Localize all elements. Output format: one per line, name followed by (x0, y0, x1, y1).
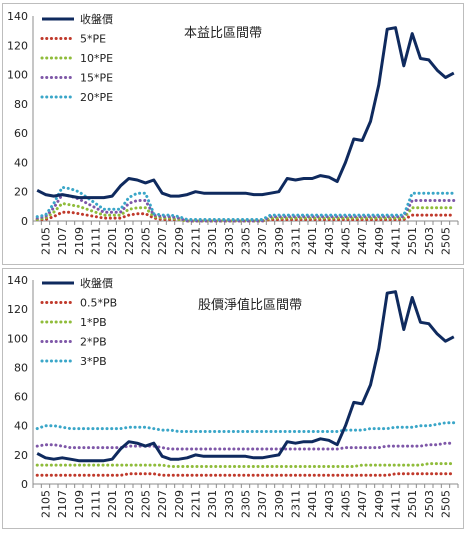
x-tick-label: 2211 (190, 490, 203, 518)
legend-label: 20*PE (80, 91, 113, 104)
x-tick-label: 2301 (206, 227, 219, 255)
y-tick-label: 20 (14, 449, 28, 462)
legend: 收盤價 5*PE 10*PE 15*PE 20*PE (38, 9, 126, 111)
x-tick-label: 2505 (440, 490, 453, 518)
chart-1: 0 20 40 60 80 100 120 140 2105 2107 2109 2111 2201 22… (2, 3, 464, 265)
x-tick-label: 2405 (340, 490, 353, 518)
chart-2: 0 20 40 60 80 100 120 140 2105 2107 2109 2111 2201 22… (2, 268, 464, 529)
y-tick-label: 60 (14, 127, 28, 140)
x-tick-label: 2111 (90, 490, 103, 518)
y-tick-label: 120 (7, 303, 28, 316)
series-line (35, 472, 456, 477)
x-tick-label: 2307 (256, 227, 269, 255)
x-tick-label: 2111 (90, 227, 103, 255)
legend-box (38, 273, 126, 375)
x-tick-label: 2301 (206, 490, 219, 518)
series-line (35, 193, 456, 223)
x-tick-label: 2105 (40, 490, 53, 518)
x-tick-label: 2307 (256, 490, 269, 518)
x-tick-label: 2209 (173, 227, 186, 255)
legend-label: 0.5*PB (80, 297, 117, 310)
x-tick-label: 2403 (323, 227, 336, 255)
x-tick-label: 2311 (290, 227, 303, 255)
series-line (35, 462, 456, 468)
legend-label: 收盤價 (80, 276, 113, 290)
y-tick-label: 40 (14, 420, 28, 433)
y-tick-label: 0 (21, 215, 28, 228)
legend: 收盤價 0.5*PB 1*PB 2*PB 3*PB (38, 273, 126, 375)
y-tick-label: 140 (7, 274, 28, 287)
y-tick-label: 40 (14, 156, 28, 169)
legend-box (38, 9, 126, 111)
x-tick-label: 2203 (123, 227, 136, 255)
x-tick-label: 2401 (306, 490, 319, 518)
x-tick-label: 2409 (373, 490, 386, 518)
series-line (36, 26, 455, 200)
y-tick-label: 100 (7, 69, 28, 82)
x-tick-label: 2205 (140, 227, 153, 255)
x-tick-label: 2411 (390, 227, 403, 255)
x-tick-label: 2109 (73, 227, 86, 255)
x-tick-label: 2401 (306, 227, 319, 255)
x-tick-label: 2211 (190, 227, 203, 255)
x-tick-label: 2407 (356, 490, 369, 518)
x-tick-label: 2105 (40, 227, 53, 255)
x-tick-label: 2407 (356, 227, 369, 255)
x-tick-label: 2203 (123, 490, 136, 518)
x-tick-label: 2409 (373, 227, 386, 255)
x-tick-label: 2405 (340, 227, 353, 255)
x-tick-label: 2201 (106, 490, 119, 518)
x-tick-label: 2107 (56, 490, 69, 518)
legend-label: 3*PB (80, 355, 107, 368)
legend-label: 收盤價 (80, 12, 113, 26)
y-tick-label: 140 (7, 10, 28, 23)
x-tick-label: 2411 (390, 490, 403, 518)
series-line (35, 201, 456, 223)
x-tick-label: 2207 (156, 490, 169, 518)
series-line (35, 421, 456, 433)
x-tick-label: 2305 (240, 490, 253, 518)
x-tick-label: 2403 (323, 490, 336, 518)
y-tick-label: 60 (14, 391, 28, 404)
x-tick-label: 2207 (156, 227, 169, 255)
chart-title: 股價淨值比區間帶 (198, 297, 302, 313)
x-tick-label: 2107 (56, 227, 69, 255)
x-tick-label: 2501 (406, 490, 419, 518)
y-tick-label: 120 (7, 39, 28, 52)
x-tick-label: 2303 (223, 490, 236, 518)
x-tick-label: 2505 (440, 227, 453, 255)
x-tick-label: 2303 (223, 227, 236, 255)
y-tick-label: 0 (21, 478, 28, 491)
x-tick-label: 2503 (423, 490, 436, 518)
series-line (35, 441, 456, 451)
legend-label: 10*PE (80, 52, 113, 65)
x-tick-label: 2305 (240, 227, 253, 255)
x-tick-label: 2309 (273, 227, 286, 255)
x-tick-label: 2209 (173, 490, 186, 518)
x-tick-label: 2503 (423, 227, 436, 255)
y-tick-label: 20 (14, 186, 28, 199)
x-tick-label: 2109 (73, 490, 86, 518)
series-line (36, 290, 455, 463)
x-tick-label: 2205 (140, 490, 153, 518)
x-tick-label: 2501 (406, 227, 419, 255)
x-tick-label: 2309 (273, 490, 286, 518)
y-tick-label: 80 (14, 361, 28, 374)
y-tick-label: 100 (7, 332, 28, 345)
chart-title: 本益比區間帶 (184, 26, 262, 41)
x-tick-label: 2201 (106, 227, 119, 255)
legend-label: 5*PE (80, 33, 106, 46)
x-tick-label: 2311 (290, 490, 303, 518)
legend-label: 15*PE (80, 72, 113, 85)
legend-label: 1*PB (80, 316, 107, 329)
y-tick-label: 80 (14, 98, 28, 111)
legend-label: 2*PB (80, 336, 107, 349)
